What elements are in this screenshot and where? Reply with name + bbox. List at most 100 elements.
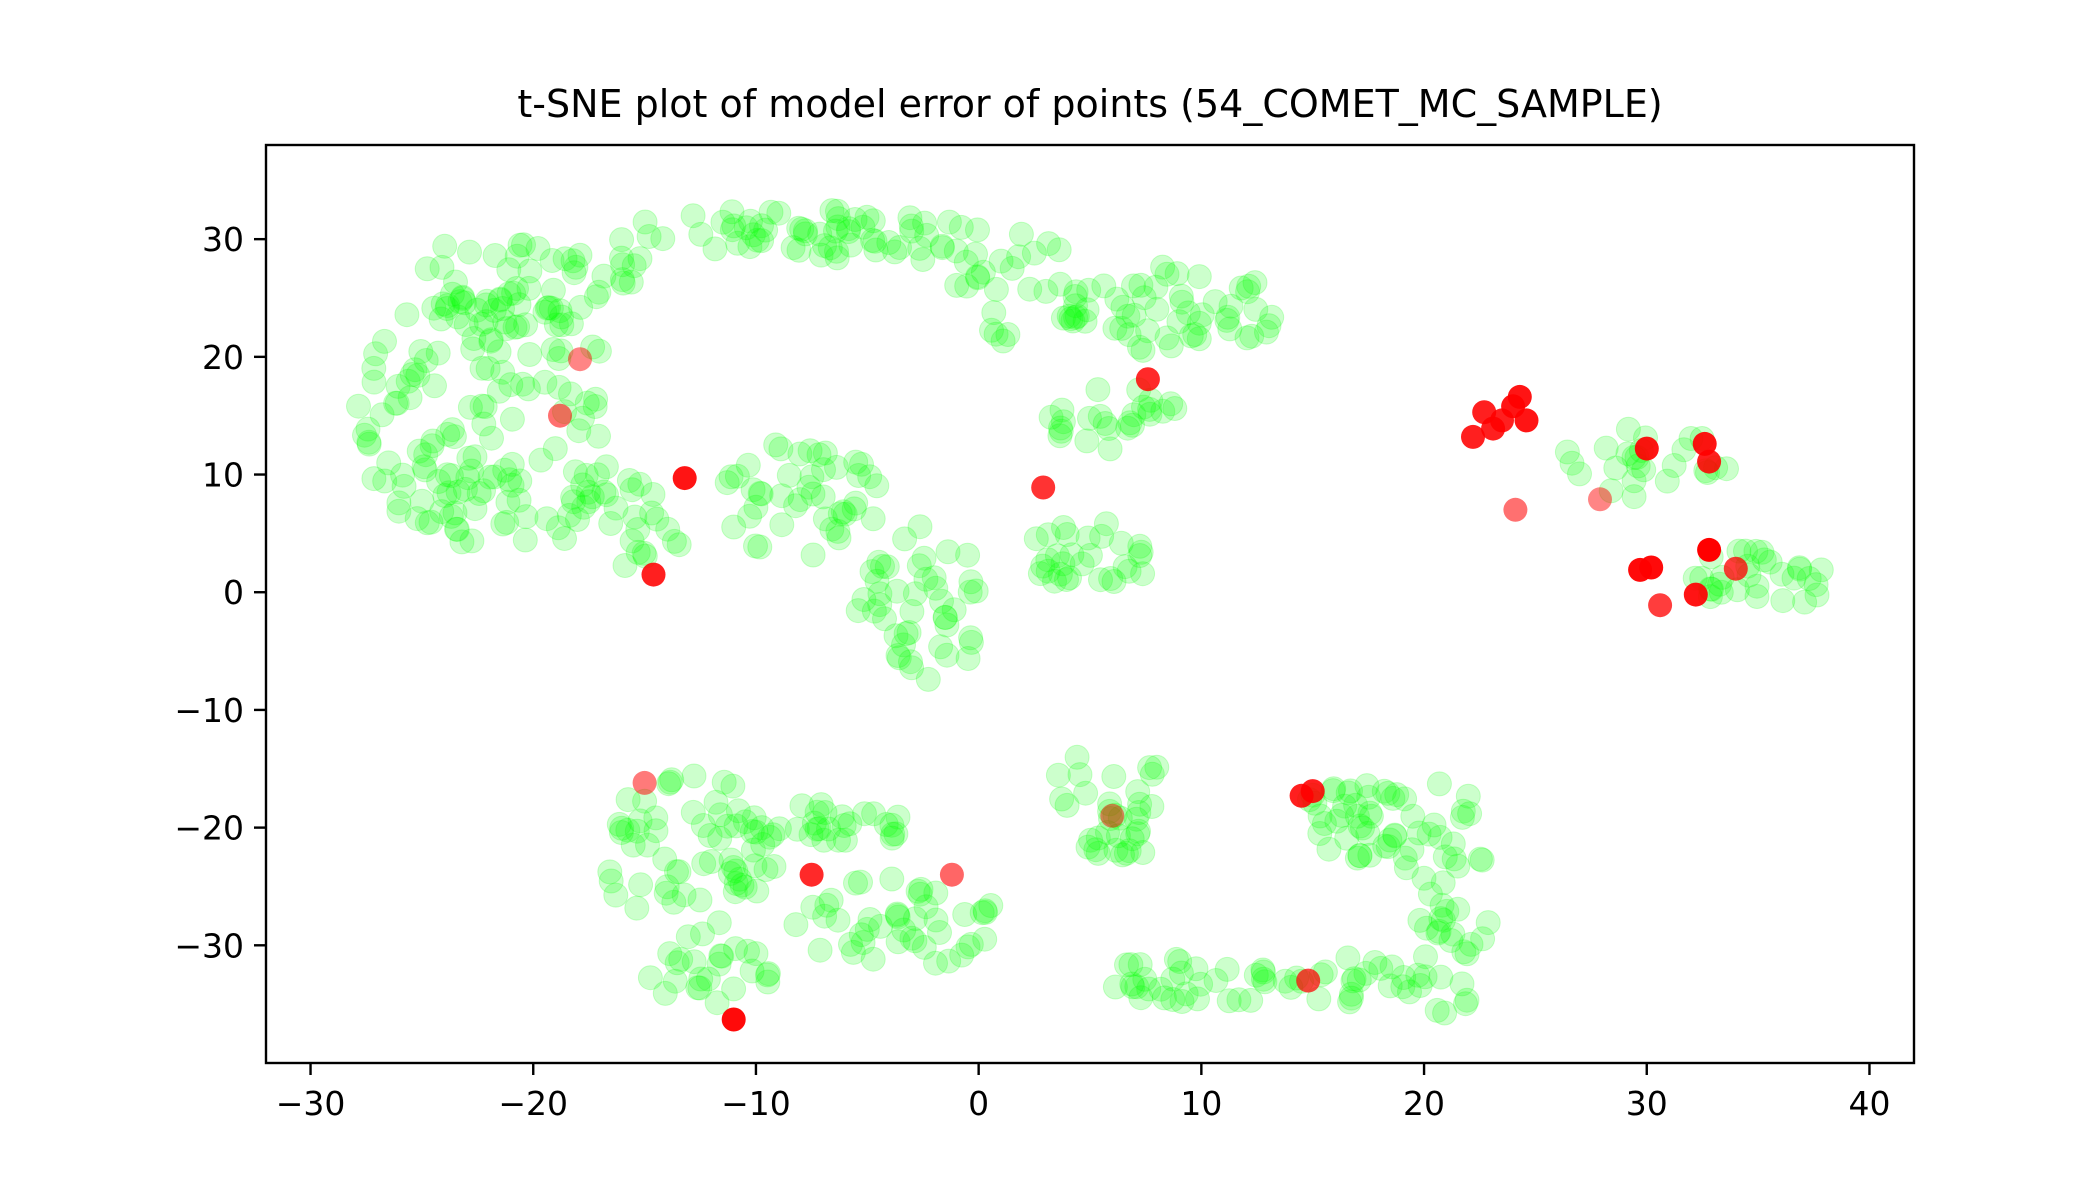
data-point-high-error (1135, 367, 1160, 392)
data-point-low-error (1243, 296, 1269, 322)
data-point-low-error (830, 499, 856, 525)
data-point-low-error (1787, 556, 1813, 582)
data-point-low-error (738, 208, 763, 234)
data-point-low-error (466, 481, 492, 506)
data-point-low-error (516, 275, 542, 301)
data-point-low-error (1175, 300, 1201, 326)
data-point-low-error (912, 210, 938, 236)
data-point-low-error (573, 462, 599, 488)
data-point-low-error (361, 466, 387, 492)
data-point-low-error (1069, 551, 1095, 577)
data-point-low-error (1307, 821, 1333, 846)
data-point-low-error (1049, 786, 1075, 812)
data-point-low-error (1593, 435, 1619, 461)
data-point-low-error (404, 506, 430, 532)
data-point-low-error (439, 281, 465, 307)
data-point-low-error (1116, 558, 1142, 584)
data-point-low-error (1445, 896, 1471, 922)
data-point-low-error (473, 292, 499, 318)
data-point-low-error (459, 458, 484, 484)
data-point-low-error (631, 540, 657, 566)
data-point-low-error (792, 218, 818, 244)
data-point-low-error (885, 643, 911, 668)
data-point-low-error (1168, 283, 1194, 309)
data-point-low-error (727, 866, 753, 892)
data-point-low-error (1337, 989, 1363, 1015)
data-point-low-error (625, 517, 651, 542)
data-point-low-error (861, 598, 887, 624)
data-point-low-error (421, 295, 447, 321)
data-point-low-error (620, 832, 646, 858)
data-point-low-error (1045, 762, 1071, 788)
data-point-low-error (970, 259, 996, 285)
data-point-low-error (929, 588, 954, 614)
data-point-low-error (1163, 946, 1189, 972)
data-point-low-error (973, 899, 998, 925)
data-point-low-error (866, 549, 892, 575)
data-point-low-error (1243, 962, 1269, 988)
data-point-low-error (432, 233, 458, 259)
data-point-low-error (806, 442, 832, 468)
data-point-low-error (880, 821, 906, 847)
data-point-low-error (610, 270, 636, 296)
data-point-low-error (737, 234, 763, 260)
data-point-low-error (999, 255, 1025, 281)
data-point-low-error (848, 869, 873, 895)
data-point-low-error (615, 817, 641, 843)
data-point-low-error (422, 373, 447, 399)
data-point-low-error (414, 510, 440, 536)
data-point-low-error (499, 406, 525, 432)
data-point-low-error (1445, 853, 1471, 879)
data-point-low-error (597, 859, 623, 885)
data-point-low-error (615, 787, 641, 813)
data-point-low-error (1621, 484, 1647, 510)
data-point-low-error (923, 950, 948, 976)
data-point-low-error (928, 634, 954, 660)
data-point-low-error (735, 452, 761, 478)
data-point-low-error (825, 206, 851, 232)
data-point-low-error (394, 302, 420, 328)
data-point-low-error (571, 494, 597, 520)
data-point-low-error (737, 503, 763, 529)
data-point-low-error (1144, 296, 1170, 322)
data-point-low-error (1407, 907, 1433, 933)
data-point-low-error (450, 285, 475, 311)
data-point-low-error (963, 241, 988, 267)
data-point-low-error (845, 598, 871, 624)
data-point-low-error (808, 242, 834, 268)
data-point-low-error (995, 322, 1021, 347)
data-point-low-error (958, 625, 984, 651)
data-point-low-error (955, 646, 981, 671)
data-point-low-error (897, 205, 923, 231)
data-point-low-error (546, 346, 572, 371)
data-point-low-error (808, 792, 834, 818)
data-point-low-error (1139, 794, 1165, 819)
data-point-low-error (1042, 568, 1067, 594)
data-point-low-error (490, 296, 515, 321)
data-point-high-error (672, 466, 697, 491)
data-point-high-error (799, 862, 824, 887)
data-point-low-error (361, 369, 387, 395)
data-point-low-error (711, 769, 737, 795)
data-point-low-error (706, 910, 732, 936)
y-tick-label: 10 (202, 456, 244, 495)
data-point-low-error (1136, 976, 1162, 1002)
data-point-low-error (352, 422, 377, 448)
data-point-low-error (486, 339, 512, 365)
data-point-low-error (1254, 319, 1279, 345)
data-point-low-error (902, 581, 928, 607)
data-point-low-error (1769, 561, 1795, 587)
data-point-low-error (892, 526, 918, 552)
data-point-low-error (1654, 468, 1680, 494)
data-point-low-error (609, 245, 634, 271)
data-point-low-error (812, 233, 837, 259)
data-point-low-error (1382, 822, 1408, 848)
data-point-high-error (1031, 475, 1056, 500)
data-point-low-error (1428, 906, 1454, 932)
data-point-low-error (1615, 416, 1641, 442)
data-point-low-error (1598, 478, 1624, 504)
data-point-low-error (1097, 436, 1123, 462)
data-point-low-error (825, 907, 851, 933)
data-point-low-error (1059, 542, 1085, 568)
data-point-low-error (1072, 308, 1098, 334)
